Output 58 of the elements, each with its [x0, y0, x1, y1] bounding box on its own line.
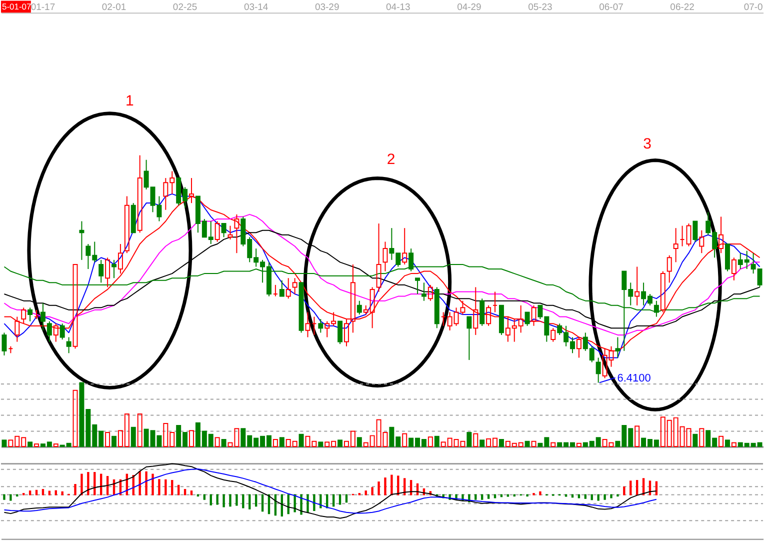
bar: [692, 434, 698, 448]
bar: [731, 442, 736, 448]
candlestick: [40, 302, 46, 331]
x-tick-label: 06-07: [599, 2, 624, 14]
bar: [634, 426, 640, 448]
bar: [576, 442, 582, 448]
annotation: 2: [386, 150, 396, 168]
bar: [112, 436, 116, 448]
bar: [2, 440, 7, 448]
bar: [402, 433, 408, 448]
bar: [524, 440, 530, 448]
bar: [189, 430, 194, 448]
bar: [724, 440, 730, 448]
x-tick-label: 06-22: [670, 2, 694, 14]
candlestick: [473, 286, 478, 336]
x-tick-label: 02-25: [172, 2, 198, 14]
x-tick-label: 07-0: [744, 2, 763, 14]
bar: [105, 432, 110, 448]
bar: [72, 390, 78, 448]
bar: [338, 440, 343, 448]
candlestick: [673, 228, 678, 263]
bar: [214, 437, 220, 448]
bar: [531, 440, 536, 448]
bar: [53, 443, 58, 448]
bar: [130, 426, 136, 448]
bar: [699, 428, 704, 448]
bar: [356, 437, 362, 448]
x-tick-label: 03-14: [244, 2, 268, 14]
bar: [434, 436, 440, 448]
bar: [298, 434, 304, 448]
text: 3: [643, 135, 652, 152]
bar: [221, 439, 226, 448]
x-tick-label: 04-29: [457, 2, 482, 14]
bar: [480, 440, 485, 448]
bar: [137, 413, 142, 448]
candlestick: [634, 266, 640, 306]
bar: [466, 432, 472, 448]
bar: [428, 436, 433, 448]
text: 5-01-07: [2, 2, 32, 12]
candlestick: [382, 241, 388, 272]
bar: [498, 439, 504, 448]
text: 1: [125, 92, 134, 110]
x-tick-label: 02-01: [102, 2, 126, 14]
bar: [28, 442, 33, 448]
x-tick-label: 01-17: [30, 2, 56, 14]
candlestick: [79, 220, 84, 260]
bar: [318, 442, 324, 448]
bar: [272, 439, 278, 448]
x-tick-label: 03-29: [315, 2, 340, 14]
bar: [279, 437, 284, 448]
x-tick-label: 05-23: [528, 2, 552, 14]
x-tick-label: 04-13: [386, 2, 410, 14]
bar: [550, 442, 556, 448]
bar: [34, 443, 40, 448]
bar: [718, 436, 724, 448]
candlestick: [350, 264, 356, 334]
annotation: 6.4100: [617, 372, 651, 385]
bar: [473, 433, 478, 448]
